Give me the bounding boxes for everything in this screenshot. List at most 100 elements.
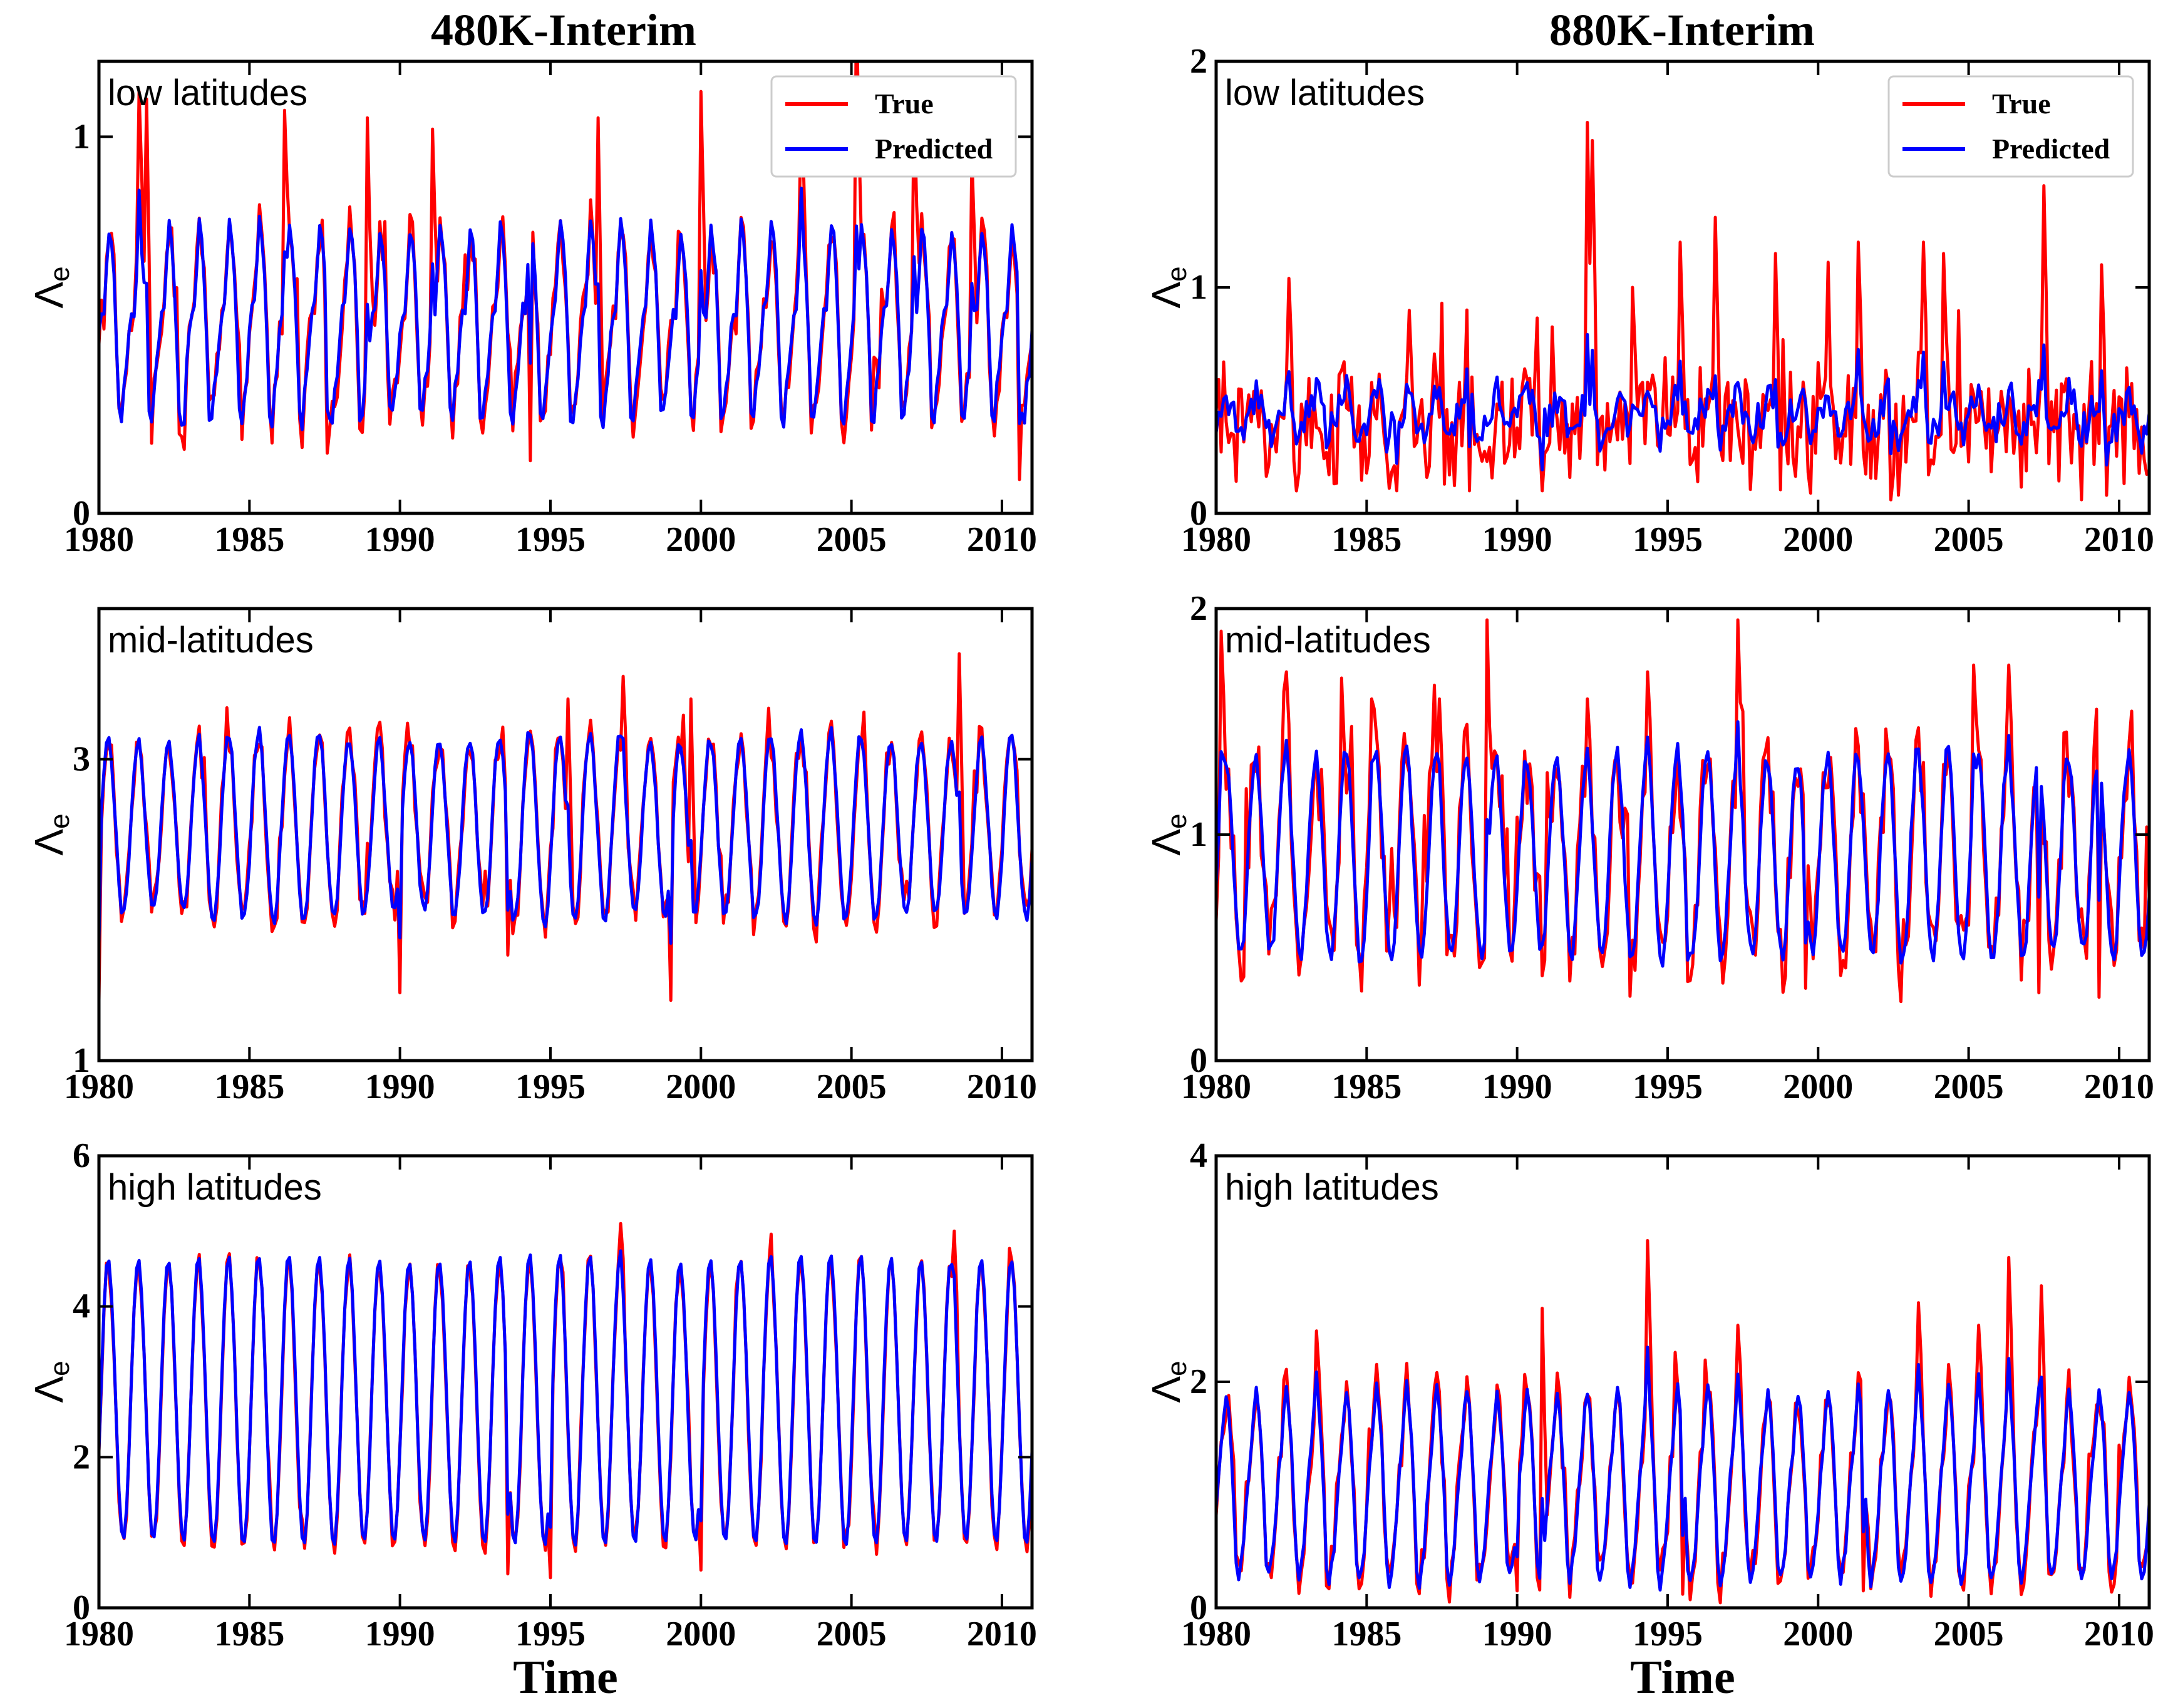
panel-label: mid-latitudes <box>108 620 314 661</box>
series-group <box>1216 1238 2149 1605</box>
y-tick-label: 2 <box>1190 42 1207 81</box>
panel-label: low latitudes <box>1225 73 1425 113</box>
y-axis-label-subscript: e <box>44 1361 75 1376</box>
x-tick-label: 1980 <box>1181 1615 1251 1654</box>
panel-p00: 1980 1985 1990 1995 2000 2005 2010 0 1 Λe low lati… <box>26 59 1037 559</box>
y-tick-label: 2 <box>1190 589 1207 628</box>
y-tick-label: 4 <box>73 1287 90 1326</box>
legend-label-true: True <box>875 88 934 120</box>
series-predicted-line <box>1216 1345 2149 1592</box>
panel-p20: 1980 1985 1990 1995 2000 2005 2010 0 2 4 6 Λe Time hi… <box>26 1136 1037 1704</box>
y-tick-label: 2 <box>1190 1362 1207 1401</box>
x-tick-label: 1990 <box>365 1615 435 1654</box>
x-tick-label: 1990 <box>1482 1615 1552 1654</box>
y-axis-label-subscript: e <box>44 266 75 281</box>
x-tick-label: 2000 <box>1783 1068 1853 1106</box>
x-tick-label: 2010 <box>2084 520 2154 559</box>
y-tick-label: 0 <box>1190 1041 1207 1080</box>
y-axis-label: Λe <box>26 1361 75 1402</box>
y-tick-label: 2 <box>73 1438 90 1476</box>
x-axis-label: Time <box>513 1651 617 1704</box>
x-tick-label: 1980 <box>1181 520 1251 559</box>
x-tick-label: 2000 <box>1783 1615 1853 1654</box>
y-tick-label: 6 <box>73 1136 90 1175</box>
x-tick-label: 2005 <box>817 1615 887 1654</box>
legend-box <box>1887 75 2134 178</box>
y-axis-label-main: Λ <box>26 282 71 309</box>
x-tick-label: 1995 <box>515 1615 586 1654</box>
x-tick-label: 2000 <box>1783 520 1853 559</box>
x-tick-label: 2005 <box>1934 1615 2004 1654</box>
y-axis-label: Λe <box>26 813 75 855</box>
x-tick-label: 1980 <box>64 1068 134 1106</box>
x-tick-label: 1990 <box>365 1068 435 1106</box>
series-group <box>1216 121 2149 502</box>
plot-frame <box>97 1154 1034 1610</box>
panel-label: mid-latitudes <box>1225 620 1431 661</box>
panel-p21: 1980 1985 1990 1995 2000 2005 2010 0 2 4 Λe Time hig… <box>1143 1136 2154 1704</box>
panel-label: high latitudes <box>1225 1167 1439 1208</box>
x-tick-label: 1990 <box>1482 520 1552 559</box>
legend-label-predicted: Predicted <box>875 133 993 165</box>
panel-label: low latitudes <box>108 73 307 113</box>
x-tick-label: 1985 <box>1331 1068 1401 1106</box>
x-tick-label: 1995 <box>1633 1615 1703 1654</box>
y-tick-label: 1 <box>1190 268 1207 307</box>
series-group <box>99 1222 1032 1580</box>
plot-frame <box>97 607 1034 1062</box>
y-tick-label: 0 <box>73 1588 90 1627</box>
x-tick-label: 1990 <box>365 520 435 559</box>
series-group <box>99 652 1032 1002</box>
x-tick-label: 2005 <box>1934 520 2004 559</box>
y-tick-label: 0 <box>1190 1588 1207 1627</box>
series-predicted-line <box>99 1249 1032 1547</box>
x-tick-label: 1995 <box>515 520 586 559</box>
y-axis-label-main: Λ <box>26 829 71 856</box>
y-axis-label-subscript: e <box>1162 1361 1192 1376</box>
series-predicted-line <box>99 187 1032 431</box>
legend-label-predicted: Predicted <box>1992 133 2110 165</box>
y-axis-label-main: Λ <box>1143 829 1189 856</box>
x-tick-label: 1990 <box>1482 1068 1552 1106</box>
x-tick-label: 2010 <box>2084 1615 2154 1654</box>
x-tick-label: 1995 <box>1633 1068 1703 1106</box>
x-tick-label: 1985 <box>214 520 284 559</box>
x-tick-label: 2010 <box>967 1615 1037 1654</box>
series-predicted-line <box>1216 332 2149 471</box>
y-axis-label-subscript: e <box>44 813 75 828</box>
series-group <box>99 61 1032 481</box>
x-tick-label: 2010 <box>2084 1068 2154 1106</box>
column-title-left: 480K-Interim <box>431 5 696 55</box>
x-tick-label: 1985 <box>214 1068 284 1106</box>
x-tick-label: 1995 <box>1633 520 1703 559</box>
y-tick-label: 0 <box>1190 494 1207 533</box>
column-title-right: 880K-Interim <box>1549 5 1815 55</box>
y-axis-label: Λe <box>1143 266 1192 308</box>
y-tick-label: 1 <box>73 1041 90 1080</box>
legend: True Predicted <box>770 75 1017 178</box>
panel-p10: 1980 1985 1990 1995 2000 2005 2010 1 3 Λe mid-lati… <box>26 607 1037 1106</box>
y-axis-label: Λe <box>1143 813 1192 855</box>
series-group <box>1216 618 2149 1004</box>
series-predicted-line <box>99 726 1032 945</box>
x-tick-label: 1985 <box>1331 520 1401 559</box>
series-true-line <box>99 652 1032 1002</box>
series-predicted-line <box>1216 720 2149 968</box>
series-true-line <box>1216 121 2149 502</box>
x-tick-label: 2000 <box>666 1615 736 1654</box>
legend-label-true: True <box>1992 88 2051 120</box>
x-tick-label: 1980 <box>64 1615 134 1654</box>
y-axis-label-main: Λ <box>1143 1376 1189 1403</box>
y-tick-label: 1 <box>73 117 90 156</box>
y-tick-label: 4 <box>1190 1136 1207 1175</box>
y-tick-label: 0 <box>73 494 90 533</box>
y-axis-label-subscript: e <box>1162 813 1192 828</box>
x-tick-label: 2005 <box>817 520 887 559</box>
x-tick-label: 2000 <box>666 1068 736 1106</box>
x-tick-label: 1985 <box>1331 1615 1401 1654</box>
y-axis-label-main: Λ <box>1143 282 1189 309</box>
y-axis-label-main: Λ <box>26 1376 71 1403</box>
x-tick-label: 2010 <box>967 520 1037 559</box>
